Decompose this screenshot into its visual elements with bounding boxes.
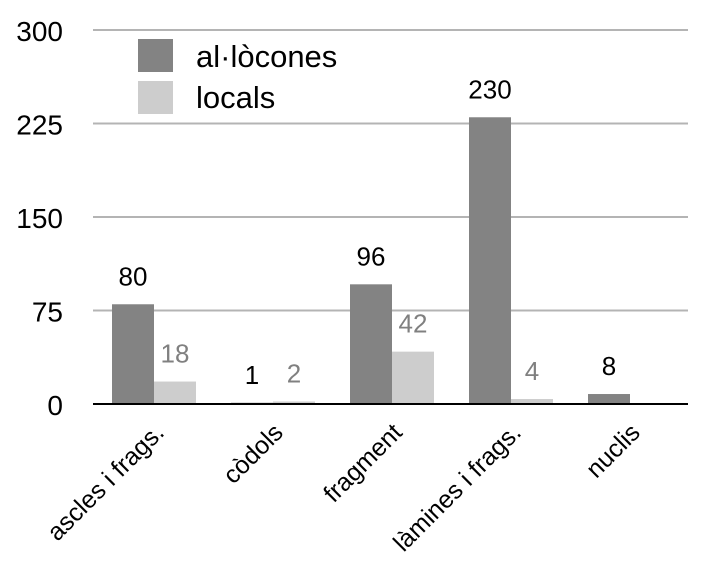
gridlines bbox=[93, 29, 688, 312]
bar-al-locones-nuclis bbox=[588, 394, 630, 404]
value-label-al-locones-codols: 1 bbox=[245, 360, 259, 390]
legend: al·lòcones locals bbox=[138, 39, 337, 115]
bar-locals-ascles-i-frags bbox=[154, 381, 196, 404]
x-tick-label-ascles-i-frags: ascles i frags. bbox=[42, 418, 170, 546]
value-label-al-locones-ascles-i-frags: 80 bbox=[119, 261, 148, 291]
legend-label-allocones: al·lòcones bbox=[196, 39, 337, 74]
bar-al-locones-fragment bbox=[350, 284, 392, 404]
x-tick-label-nuclis: nuclis bbox=[581, 418, 646, 483]
bar-al-locones-lamines-i-frags bbox=[469, 117, 511, 405]
x-tick-label-codols: còdols bbox=[218, 418, 289, 489]
value-label-locals-codols: 2 bbox=[287, 359, 301, 389]
legend-swatch-locals bbox=[138, 81, 173, 114]
y-tick-label: 225 bbox=[16, 110, 63, 141]
bar-al-locones-ascles-i-frags bbox=[112, 304, 154, 404]
x-tick-label-lamines-i-frags: làmines i frags. bbox=[388, 418, 527, 557]
y-axis: 0 75 150 225 300 bbox=[16, 16, 63, 421]
y-tick-label: 150 bbox=[16, 203, 63, 234]
bar-locals-fragment bbox=[392, 351, 434, 404]
legend-swatch-allocones bbox=[138, 39, 173, 72]
value-label-al-locones-fragment: 96 bbox=[357, 241, 386, 271]
value-label-locals-ascles-i-frags: 18 bbox=[161, 339, 190, 369]
y-tick-label: 300 bbox=[16, 16, 63, 47]
bar-locals-lamines-i-frags bbox=[511, 399, 553, 404]
y-tick-label: 75 bbox=[32, 297, 63, 328]
value-label-al-locones-nuclis: 8 bbox=[602, 351, 616, 381]
legend-label-locals: locals bbox=[196, 80, 275, 115]
bars bbox=[112, 117, 630, 405]
value-label-al-locones-lamines-i-frags: 230 bbox=[468, 74, 511, 104]
bar-locals-codols bbox=[273, 401, 315, 404]
value-labels: 80 1 96 230 8 18 2 42 4 bbox=[119, 74, 617, 389]
x-tick-label-fragment: fragment bbox=[318, 418, 408, 508]
value-label-locals-lamines-i-frags: 4 bbox=[525, 356, 539, 386]
value-label-locals-fragment: 42 bbox=[399, 309, 428, 339]
y-tick-label: 0 bbox=[47, 390, 63, 421]
